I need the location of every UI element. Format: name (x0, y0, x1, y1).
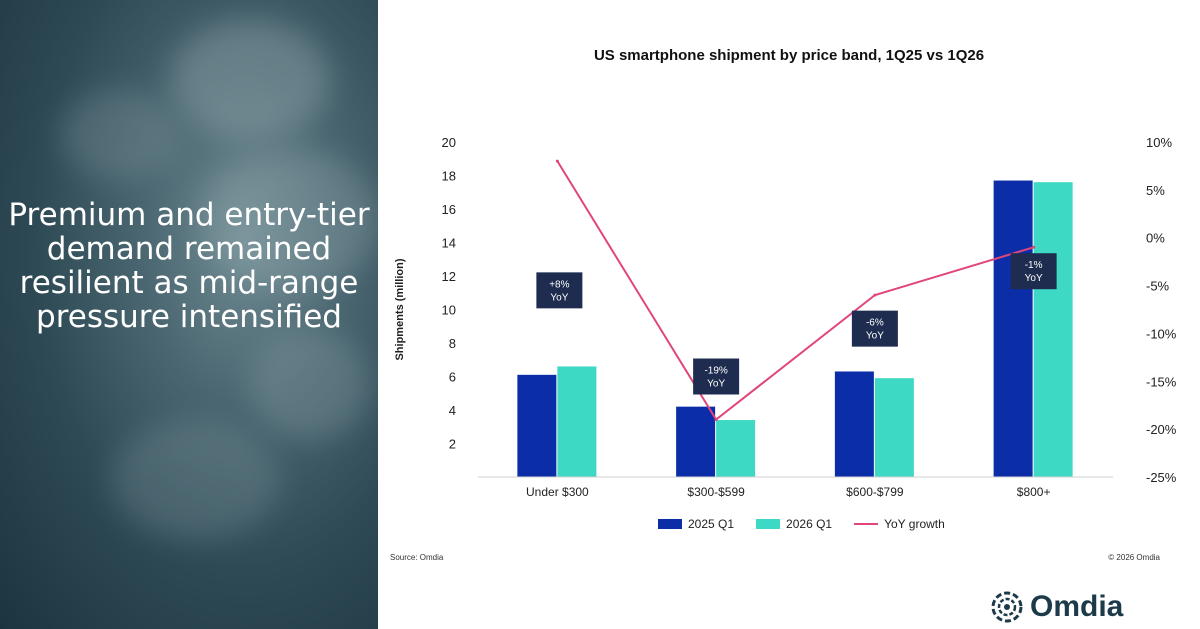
yoy-annotation-label: YoY (550, 292, 568, 303)
legend-label: YoY growth (884, 517, 945, 531)
y2-axis-tick-label: -10% (1146, 326, 1177, 341)
headline: Premium and entry-tier demand remained r… (8, 197, 370, 335)
bar-2025-q1 (834, 371, 874, 477)
yoy-annotation-label: YoY (707, 379, 725, 390)
omdia-logo-icon (991, 591, 1023, 623)
y-axis-tick-label: 4 (449, 403, 456, 418)
y-axis-tick-label: 18 (442, 169, 456, 184)
y-axis-tick-label: 20 (442, 135, 456, 150)
y-axis-tick-label: 8 (449, 336, 456, 351)
omdia-logo: Omdia (990, 590, 1123, 624)
yoy-annotation-label: +8% (549, 279, 569, 290)
y-axis-tick-label: 6 (449, 370, 456, 385)
yoy-annotation-box (851, 310, 898, 347)
y2-axis-tick-label: -20% (1146, 422, 1177, 437)
y-axis-tick-label: 12 (442, 269, 456, 284)
bar-2026-q1 (874, 378, 914, 477)
bar-2025-q1 (993, 180, 1033, 477)
y2-axis-tick-label: 5% (1146, 183, 1165, 198)
source-note: Source: Omdia (390, 553, 444, 562)
legend-label: 2025 Q1 (688, 517, 735, 531)
y-axis-tick-label: 14 (442, 236, 456, 251)
legend-label: 2026 Q1 (786, 517, 833, 531)
legend-swatch (658, 519, 682, 529)
yoy-annotation-label: -1% (1025, 260, 1043, 271)
yoy-annotation-box (1010, 253, 1057, 290)
bar-2025-q1 (676, 406, 716, 477)
bar-2026-q1 (557, 366, 597, 477)
chart-area: 20 18 16 14 12 10 8 6 4 2 10% 5% 0% -5% -10% -15% -20% -2… (394, 135, 1177, 499)
legend-swatch (756, 519, 781, 529)
yoy-annotation-label: YoY (1025, 273, 1043, 284)
omdia-wordmark: Omdia (1030, 590, 1124, 623)
y2-axis-tick-label: -25% (1146, 470, 1177, 485)
x-axis-tick-label: $300-$599 (687, 485, 745, 499)
background-flower-petal (250, 330, 370, 440)
copyright-note: © 2026 Omdia (1108, 553, 1160, 562)
yoy-growth-point (555, 159, 559, 163)
yoy-annotation-box (693, 358, 740, 395)
y-axis-tick-label: 2 (449, 437, 456, 452)
y-axis-tick-label: 10 (442, 303, 456, 318)
yoy-annotation-label: YoY (866, 331, 884, 342)
legend: 2025 Q1 2026 Q1 YoY growth (658, 517, 945, 531)
y2-axis-tick-label: 0% (1146, 231, 1165, 246)
x-axis-tick-label: Under $300 (526, 485, 589, 499)
background-flower-petal (110, 420, 280, 540)
bar-2026-q1 (1033, 182, 1073, 477)
yoy-growth-point (873, 293, 877, 297)
legend-item-yoy-growth: YoY growth (854, 517, 945, 531)
bar-2026-q1 (716, 420, 756, 477)
yoy-growth-point (714, 418, 718, 422)
background-flower-petal (170, 20, 330, 140)
x-axis-tick-label: $800+ (1017, 485, 1051, 499)
y2-axis-tick-label: 10% (1146, 135, 1172, 150)
yoy-growth-line (556, 160, 1034, 422)
bar-2025-q1 (517, 374, 557, 477)
legend-swatch (854, 523, 879, 525)
y2-axis-tick-label: -15% (1146, 374, 1177, 389)
legend-item-2025-q1: 2025 Q1 (658, 517, 734, 531)
background-flower-petal (200, 150, 378, 290)
yoy-annotation-label: -6% (866, 318, 884, 329)
yoy-annotation-label: -19% (704, 366, 727, 377)
yoy-annotation-box (536, 272, 583, 309)
y2-axis-tick-label: -5% (1146, 279, 1170, 294)
yoy-growth-point (1032, 245, 1036, 249)
background-flower-petal (60, 90, 180, 180)
x-axis-tick-label: $600-$799 (846, 485, 904, 499)
chart-title: US smartphone shipment by price band, 1Q… (593, 47, 985, 64)
y-axis-label: Shipments (million) (394, 258, 406, 360)
left-panel: Premium and entry-tier demand remained r… (0, 0, 378, 629)
legend-item-2026-q1: 2026 Q1 (756, 517, 832, 531)
y-axis-tick-label: 16 (442, 202, 456, 217)
